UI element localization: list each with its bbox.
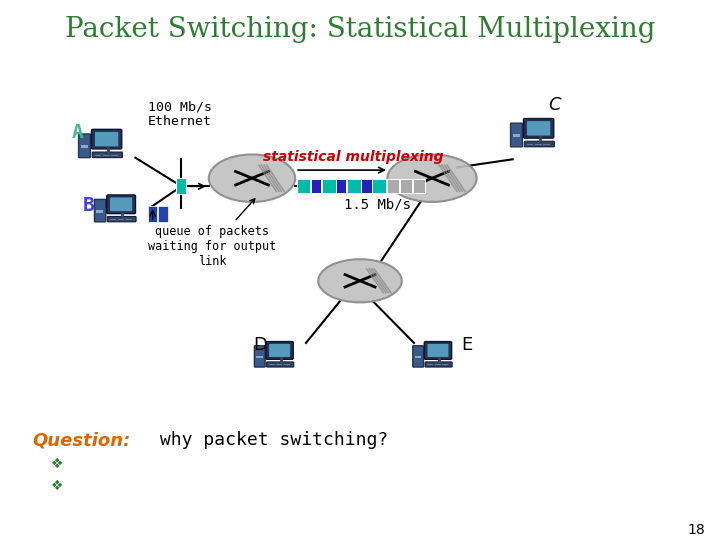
Text: statistical multiplexing: statistical multiplexing: [263, 150, 443, 164]
FancyBboxPatch shape: [92, 152, 122, 158]
Text: ❖: ❖: [50, 479, 63, 493]
Bar: [176, 178, 186, 194]
FancyBboxPatch shape: [523, 119, 554, 138]
Bar: [347, 179, 361, 193]
FancyBboxPatch shape: [425, 362, 452, 367]
Text: Packet Switching: Statistical Multiplexing: Packet Switching: Statistical Multiplexi…: [65, 16, 655, 43]
FancyBboxPatch shape: [527, 121, 550, 136]
FancyBboxPatch shape: [91, 129, 122, 149]
Text: 100 Mb/s
Ethernet: 100 Mb/s Ethernet: [148, 100, 212, 129]
Bar: [336, 179, 346, 193]
Ellipse shape: [387, 154, 477, 202]
Ellipse shape: [318, 259, 402, 302]
Text: A: A: [72, 123, 84, 142]
Bar: [513, 134, 520, 137]
Bar: [415, 356, 421, 358]
Text: D: D: [253, 335, 267, 354]
Bar: [297, 179, 310, 193]
Text: ❖: ❖: [50, 457, 63, 471]
Text: queue of packets
waiting for output
link: queue of packets waiting for output link: [148, 199, 276, 268]
Bar: [158, 206, 168, 222]
Bar: [81, 145, 88, 148]
Bar: [400, 179, 412, 193]
FancyBboxPatch shape: [110, 198, 132, 211]
FancyBboxPatch shape: [413, 346, 423, 367]
FancyBboxPatch shape: [254, 346, 265, 367]
FancyBboxPatch shape: [94, 199, 106, 222]
Bar: [413, 179, 425, 193]
FancyBboxPatch shape: [266, 341, 293, 359]
Text: Question:: Question:: [32, 431, 131, 449]
Text: 18: 18: [688, 523, 706, 537]
FancyBboxPatch shape: [428, 344, 449, 357]
Bar: [148, 206, 157, 222]
FancyBboxPatch shape: [524, 141, 554, 147]
Bar: [361, 179, 372, 193]
Bar: [387, 179, 399, 193]
Bar: [256, 356, 263, 358]
FancyBboxPatch shape: [510, 123, 523, 147]
Bar: [372, 179, 386, 193]
FancyBboxPatch shape: [424, 341, 451, 359]
Ellipse shape: [209, 154, 295, 202]
Bar: [311, 179, 321, 193]
Text: why packet switching?: why packet switching?: [149, 431, 388, 449]
FancyBboxPatch shape: [107, 217, 136, 222]
FancyBboxPatch shape: [78, 134, 91, 158]
FancyBboxPatch shape: [95, 132, 118, 146]
Text: E: E: [461, 335, 472, 354]
FancyBboxPatch shape: [269, 344, 290, 357]
Bar: [96, 210, 104, 213]
FancyBboxPatch shape: [107, 195, 135, 214]
FancyBboxPatch shape: [266, 362, 294, 367]
Text: 1.5 Mb/s: 1.5 Mb/s: [344, 197, 412, 211]
Text: B: B: [83, 195, 94, 215]
Text: C: C: [549, 96, 562, 114]
Bar: [322, 179, 336, 193]
